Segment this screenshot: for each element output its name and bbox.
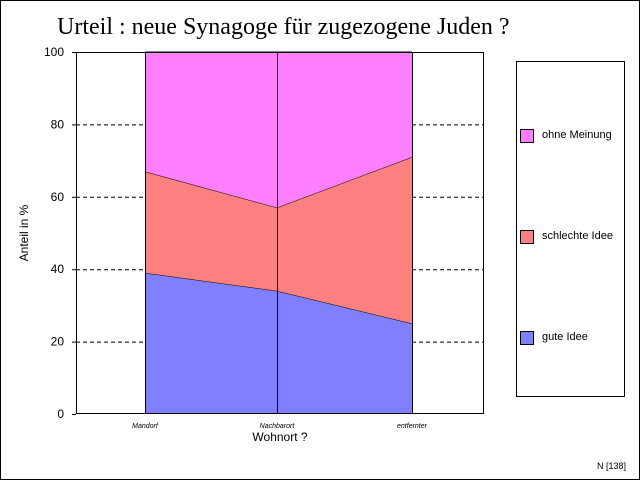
area-series-2 [145,156,412,324]
legend-swatch [520,331,534,345]
x-tick-label: Nachbarort [260,423,296,430]
legend-swatch [520,129,534,143]
sample-size-note: N [138] [596,461,626,471]
chart-title: Urteil : neue Synagoge für zugezogene Ju… [57,14,510,40]
y-tick-label: 60 [51,190,65,204]
legend: ohne Meinung schlechte Idee gute Idee [516,61,625,397]
legend-label: schlechte Idee [542,230,613,242]
area-series-3 [145,52,412,208]
x-axis-title: Wohnort ? [252,430,307,444]
y-tick-label: 40 [51,262,65,276]
y-tick-label: 100 [44,45,64,59]
legend-label: gute Idee [542,331,588,343]
plot-border [76,52,484,414]
y-tick-label: 80 [51,117,65,131]
x-tick-label: Mandorf [132,423,159,430]
y-tick-label: 0 [57,407,64,421]
legend-swatch [520,230,534,244]
legend-label: ohne Meinung [542,129,612,141]
x-tick-label: entfernter [397,423,428,430]
y-axis-title: Anteil in % [17,204,31,261]
area-series-1 [145,272,412,414]
y-tick-label: 20 [51,335,65,349]
